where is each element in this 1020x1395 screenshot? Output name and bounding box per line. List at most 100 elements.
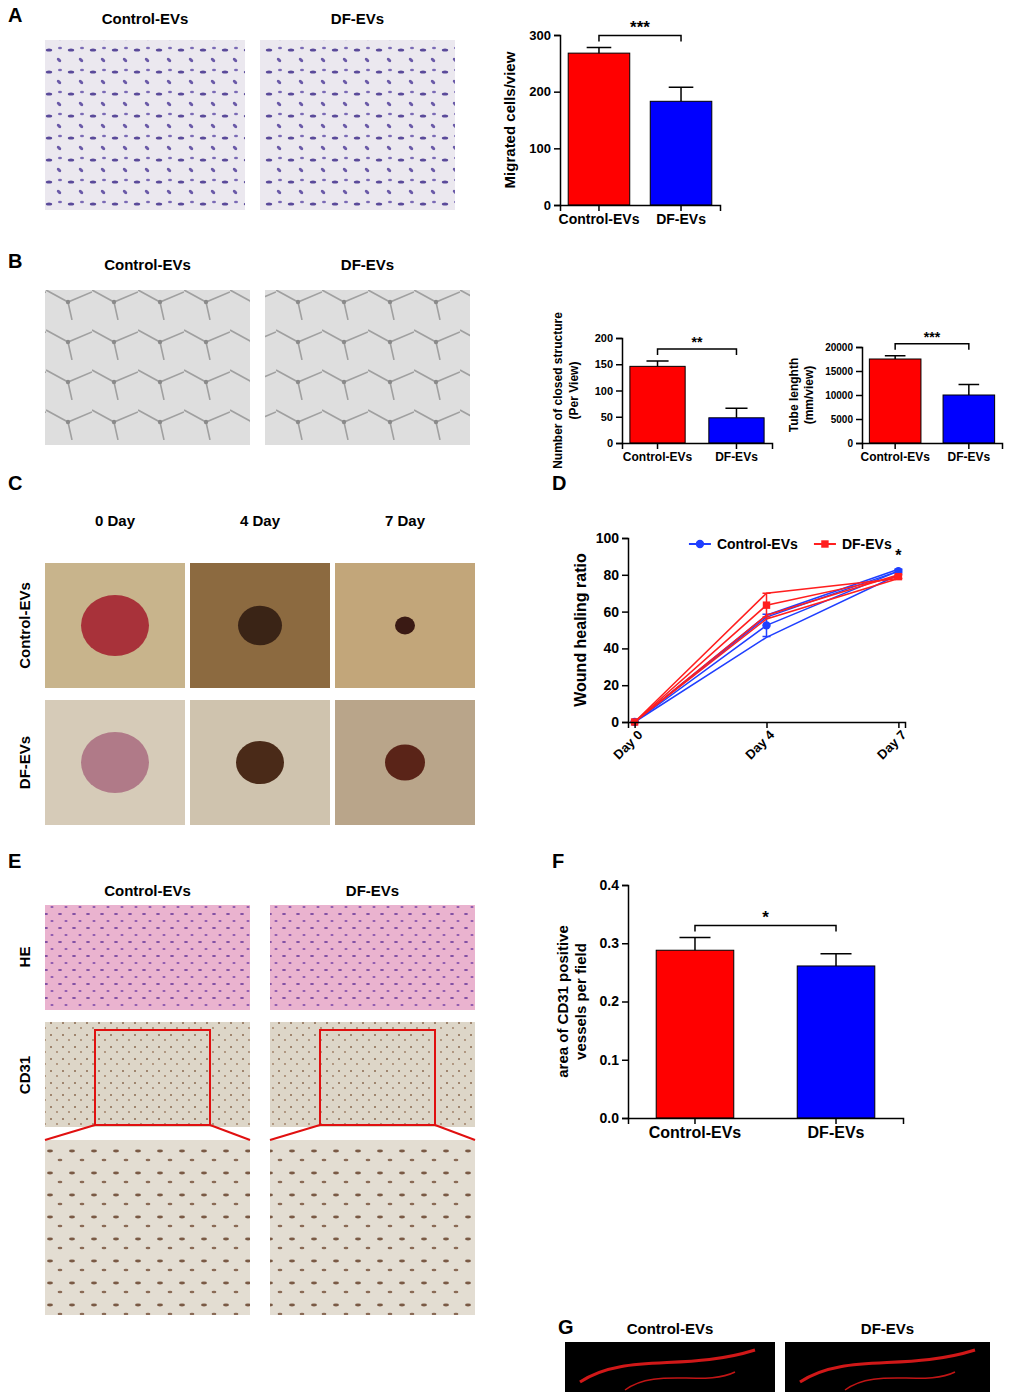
y-tick: 200 xyxy=(529,84,560,99)
y-tick-label: 20000 xyxy=(825,342,853,353)
y-tick-mark xyxy=(622,722,628,724)
y-tick-label: 0.2 xyxy=(600,993,620,1009)
error-bar xyxy=(646,361,668,366)
plot-area xyxy=(630,567,902,726)
panel-label: B xyxy=(8,250,22,272)
row-title: HE xyxy=(16,947,33,968)
x-tick-label: Day 4 xyxy=(742,727,778,763)
legend-label: Control-EVs xyxy=(717,536,798,552)
y-tick: 20 xyxy=(603,677,628,693)
y-tick-label: 150 xyxy=(595,358,613,370)
panel-label: G xyxy=(558,1316,574,1338)
x-axis: Control-EVsDF-EVs xyxy=(860,443,1002,464)
wound-photo xyxy=(190,563,330,688)
vessel xyxy=(580,1350,755,1382)
y-tick: 0.0 xyxy=(600,1110,628,1126)
zoom-box xyxy=(95,1030,210,1125)
y-tick: 100 xyxy=(595,385,622,397)
x-axis-line xyxy=(623,444,773,450)
y-tick-mark xyxy=(622,648,628,650)
y-axis-line xyxy=(856,348,863,444)
zoom-connector xyxy=(435,1125,475,1140)
marker xyxy=(762,621,770,629)
x-tick: DF-EVs xyxy=(715,443,758,464)
significance: * xyxy=(895,547,902,564)
y-tick: 50 xyxy=(601,411,622,423)
y-tick-mark xyxy=(622,685,628,687)
x-axis: Control-EVsDF-EVs xyxy=(559,205,721,227)
y-axis-line xyxy=(622,886,629,1119)
x-tick: Day 7 xyxy=(874,722,909,762)
y-tick: 0.4 xyxy=(600,877,628,893)
y-tick: 150 xyxy=(595,358,622,370)
y-tick-mark xyxy=(616,417,622,419)
y-tick: 15000 xyxy=(825,366,862,377)
column-title: Control-EVs xyxy=(104,882,191,899)
zoom-connector xyxy=(270,1125,320,1140)
panel-label: D xyxy=(552,472,566,494)
wound xyxy=(81,732,149,793)
bar xyxy=(943,395,995,443)
y-axis: 0.00.10.20.30.4 xyxy=(600,877,629,1126)
y-tick: 100 xyxy=(529,141,560,156)
image-title: DF-EVs xyxy=(331,10,384,27)
image-title: DF-EVs xyxy=(341,256,394,273)
wound xyxy=(385,745,425,781)
wound xyxy=(395,617,415,635)
y-tick: 10000 xyxy=(825,390,862,401)
micrograph xyxy=(260,40,455,210)
panel-label: F xyxy=(552,850,564,872)
replicate-line xyxy=(635,575,899,722)
y-tick: 60 xyxy=(603,604,628,620)
y-axis-title: Wound healing ratio xyxy=(572,553,589,707)
y-tick-mark xyxy=(622,943,628,945)
y-axis-title: Tube lenghth xyxy=(787,358,801,432)
x-tick: DF-EVs xyxy=(947,443,990,464)
y-tick: 200 xyxy=(595,332,622,344)
y-tick-mark xyxy=(856,395,862,397)
cd31-zoom xyxy=(270,1140,475,1315)
wound xyxy=(236,741,284,784)
x-tick-mark xyxy=(894,443,896,449)
cd31-stain xyxy=(45,1022,250,1127)
y-tick-mark xyxy=(856,371,862,373)
y-tick-label: 0.0 xyxy=(600,1110,620,1126)
micrograph xyxy=(265,290,470,445)
error-bar xyxy=(885,356,906,359)
y-tick: 20000 xyxy=(825,342,862,353)
y-tick-mark xyxy=(856,443,862,445)
bar xyxy=(656,950,734,1118)
y-tick-label: 5000 xyxy=(831,414,854,425)
y-tick-label: 300 xyxy=(529,28,551,43)
x-tick: Day 0 xyxy=(610,722,645,762)
plot-area xyxy=(568,53,712,205)
y-tick-mark xyxy=(622,885,628,887)
y-tick: 0 xyxy=(847,438,862,449)
vessel xyxy=(625,1372,735,1390)
x-tick-label: DF-EVs xyxy=(947,450,990,464)
x-axis: Control-EVsDF-EVs xyxy=(629,1118,904,1141)
y-axis-line xyxy=(616,339,623,444)
wound-photo xyxy=(335,700,475,825)
x-tick: Control-EVs xyxy=(559,205,640,227)
error-bar xyxy=(959,384,980,395)
error-bar xyxy=(725,408,747,417)
y-tick-label: 100 xyxy=(596,530,620,546)
photos xyxy=(45,40,990,1392)
y-tick-label: 0 xyxy=(544,198,551,213)
y-tick: 100 xyxy=(596,530,628,546)
wound-photo xyxy=(190,700,330,825)
y-tick-label: 20 xyxy=(603,677,619,693)
bar xyxy=(630,366,685,443)
y-axis-title: Migrated cells/view xyxy=(501,51,518,188)
wound-photo xyxy=(45,700,185,825)
y-axis: 0 5000 10000 15000 20000 xyxy=(825,342,862,449)
row-title: CD31 xyxy=(16,1056,33,1094)
legend-marker xyxy=(821,540,828,547)
marker xyxy=(763,601,770,608)
column-title: 7 Day xyxy=(385,512,426,529)
y-tick-mark xyxy=(622,1118,628,1120)
x-tick-label: Control-EVs xyxy=(559,211,640,227)
wound xyxy=(81,595,149,656)
y-tick: 80 xyxy=(603,567,628,583)
